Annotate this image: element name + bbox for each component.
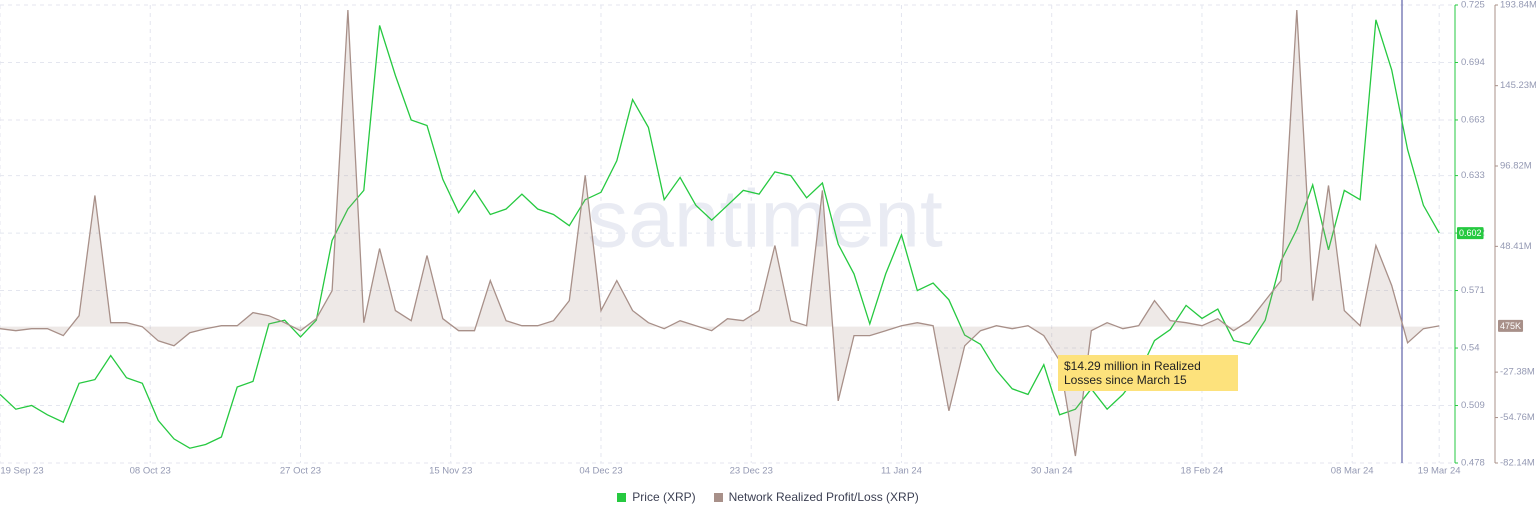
y2-tick-label: 145.23M [1500,80,1536,91]
current-value: 475K [1498,319,1524,332]
current-value-label: 0.602 [1459,228,1482,238]
legend: Price (XRP) Network Realized Profit/Loss … [0,490,1536,504]
x-tick-label: 19 Sep 23 [0,466,43,477]
current-value-box [1457,227,1484,240]
y-tick-label: 0.633 [1461,170,1485,181]
y-tick-label: 0.725 [1461,0,1485,11]
current-value-box [1498,319,1524,332]
legend-label: Price (XRP) [632,490,696,504]
x-tick-label: 04 Dec 23 [579,466,622,477]
watermark: santiment [587,174,943,265]
y-tick-label: 0.571 [1461,285,1485,296]
x-tick-label: 08 Oct 23 [130,466,171,477]
line [0,9,1440,457]
x-tick-label: 18 Feb 24 [1181,466,1224,477]
y2-tick-label: -82.14M [1500,458,1535,469]
x-tick-label: 30 Jan 24 [1031,466,1073,477]
y-tick-label: 0.509 [1461,400,1485,411]
y2-tick-label: -54.76M [1500,412,1535,423]
x-tick-label: 19 Mar 24 [1418,466,1461,477]
legend-swatch [713,492,723,502]
y-tick-label: 0.694 [1461,57,1485,68]
y2-tick-label: -27.38M [1500,367,1535,378]
area [0,10,1440,456]
y-tick-label: 0.54 [1461,343,1480,354]
y2-tick-label: 193.84M [1500,0,1536,11]
current-value: 0.602 [1457,227,1484,240]
line [0,19,1440,449]
y-tick-label: 0.478 [1461,458,1485,469]
chart: santiment 0.725 0.694 0.663 0.633 0.602 0.571… [0,0,1536,477]
x-tick-label: 23 Dec 23 [730,466,773,477]
legend-entry[interactable]: Price (XRP) [617,490,696,504]
legend-entry[interactable]: Network Realized Profit/Loss (XRP) [713,490,919,504]
y2-tick-label: 48.41M [1500,241,1532,252]
current-value-label: 475K [1500,321,1521,331]
x-tick-label: 15 Nov 23 [429,466,472,477]
x-tick-label: 11 Jan 24 [881,466,922,477]
legend-label: Network Realized Profit/Loss (XRP) [728,490,919,504]
x-tick-label: 08 Mar 24 [1331,466,1374,477]
y-tick-label: 0.663 [1461,114,1485,125]
y2-tick-label: 96.82M [1500,161,1532,172]
legend-swatch [617,492,627,502]
x-tick-label: 27 Oct 23 [280,466,321,477]
annotation: $14.29 million in Realized Losses since … [1058,355,1238,391]
